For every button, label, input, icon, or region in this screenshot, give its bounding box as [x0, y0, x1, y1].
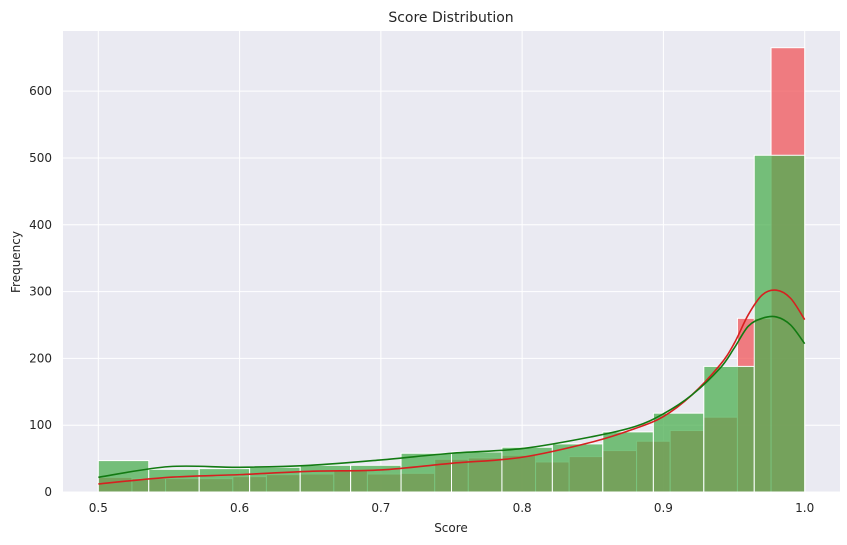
histogram-bar-2 [400, 452, 453, 493]
histogram-bar-2 [652, 412, 705, 493]
y-tick-label: 500 [29, 151, 52, 165]
y-axis-label: Frequency [9, 231, 23, 293]
y-tick-label: 0 [44, 485, 52, 499]
x-tick-label: 0.6 [230, 501, 249, 515]
y-tick-label: 300 [29, 285, 52, 299]
histogram-bar-2 [299, 464, 352, 493]
x-tick-label: 0.7 [371, 501, 390, 515]
histogram-bar-2 [551, 443, 604, 493]
x-axis-label: Score [434, 521, 468, 535]
histogram-bar-2 [198, 468, 251, 493]
chart-title: Score Distribution [388, 10, 513, 26]
x-tick-label: 0.8 [513, 501, 532, 515]
kde-curve-2 [98, 315, 806, 479]
tick-labels: 0.5 0.6 0.7 0.8 0.9 1.0 0 100 200 300 400 500 600 [29, 84, 814, 515]
x-tick-label: 0.9 [654, 501, 673, 515]
y-tick-label: 200 [29, 351, 52, 365]
y-tick-label: 100 [29, 418, 52, 432]
kde-curve-1 [98, 289, 806, 485]
histogram-bar-2 [602, 431, 654, 493]
histogram-bar-2 [703, 365, 755, 493]
histogram-bar-2 [451, 451, 503, 493]
histogram-bar-2 [148, 468, 200, 493]
y-tick-label: 400 [29, 218, 52, 232]
x-tick-label: 1.0 [795, 501, 814, 515]
histogram-bars [97, 47, 806, 493]
kde-curves [98, 289, 806, 485]
histogram-bar-2 [249, 466, 301, 493]
y-tick-label: 600 [29, 84, 52, 98]
histogram-bar-2 [753, 154, 806, 493]
histogram-bar-2 [501, 446, 553, 493]
x-tick-label: 0.5 [89, 501, 108, 515]
